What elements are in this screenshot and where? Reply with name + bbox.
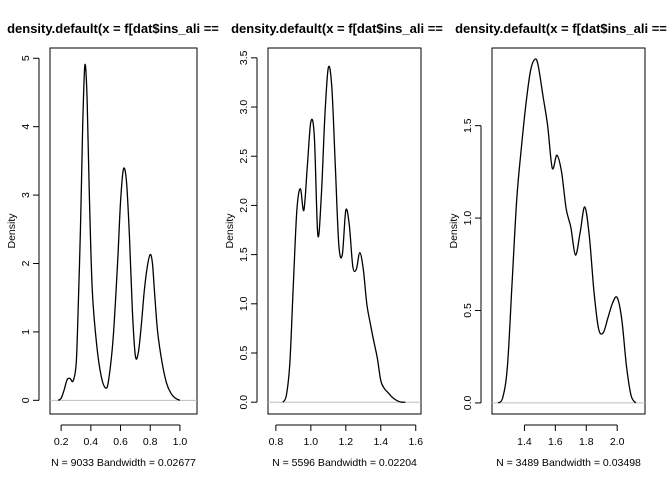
density-curve: [497, 58, 637, 404]
y-tick-label: 1.5: [462, 118, 474, 133]
plot-frame: [491, 47, 646, 415]
y-tick-label: 3: [20, 192, 32, 198]
x-tick-label: 1.4: [517, 436, 532, 448]
plot-frame: [49, 47, 198, 415]
y-tick-label: 1.0: [238, 296, 250, 311]
x-tick-label: 1.0: [304, 436, 319, 448]
y-tick-label: 0.5: [462, 303, 474, 318]
x-tick-label: 1.2: [339, 436, 354, 448]
y-tick-label: 2: [20, 260, 32, 266]
y-tick-label: 0.0: [238, 395, 250, 410]
y-tick-label: 1: [20, 329, 32, 335]
y-tick-label: 4: [20, 124, 32, 130]
y-tick-label: 0: [20, 397, 32, 403]
x-tick-label: 1.6: [408, 436, 423, 448]
x-tick-label: 0.6: [113, 436, 128, 448]
density-curve: [282, 65, 406, 403]
x-tick-label: 0.2: [54, 436, 69, 448]
y-tick-label: 3.0: [238, 100, 250, 115]
x-tick-label: 0.8: [143, 436, 158, 448]
y-tick-label: 2.0: [238, 198, 250, 213]
y-tick-label: 3.5: [238, 50, 250, 65]
x-tick-label: 2.0: [610, 436, 625, 448]
density-panel-1: density.default(x = f[dat$ins_ali == 0.2 0…: [6, 21, 219, 469]
y-tick-label: 0.5: [238, 346, 250, 361]
plot-frame: [267, 47, 422, 415]
chart-title: density.default(x = f[dat$ins_ali ==: [7, 21, 219, 36]
y-tick-label: 1.0: [462, 211, 474, 226]
density-panel-3: density.default(x = f[dat$ins_ali == 1.4 1…: [448, 21, 667, 469]
y-tick-label: 0.0: [462, 395, 474, 410]
y-tick-label: 5: [20, 55, 32, 61]
density-panel-2: density.default(x = f[dat$ins_ali == 0.8 1…: [224, 21, 443, 469]
x-tick-label: 1.0: [173, 436, 188, 448]
y-axis-label: Density: [224, 213, 236, 249]
x-tick-label: 1.4: [373, 436, 388, 448]
y-axis-label: Density: [6, 213, 18, 249]
x-axis-label: N = 5596 Bandwidth = 0.02204: [272, 457, 417, 469]
density-curve: [57, 63, 181, 401]
chart-title: density.default(x = f[dat$ins_ali ==: [455, 21, 667, 36]
y-tick-label: 2.5: [238, 149, 250, 164]
y-tick-label: 1.5: [238, 247, 250, 262]
x-tick-label: 1.8: [579, 436, 594, 448]
x-axis-label: N = 9033 Bandwidth = 0.02677: [51, 457, 196, 469]
chart-title: density.default(x = f[dat$ins_ali ==: [231, 21, 443, 36]
x-tick-label: 0.8: [269, 436, 284, 448]
x-tick-label: 0.4: [84, 436, 99, 448]
x-tick-label: 1.6: [548, 436, 563, 448]
y-axis-label: Density: [448, 213, 460, 249]
x-axis-label: N = 3489 Bandwidth = 0.03498: [496, 457, 641, 469]
